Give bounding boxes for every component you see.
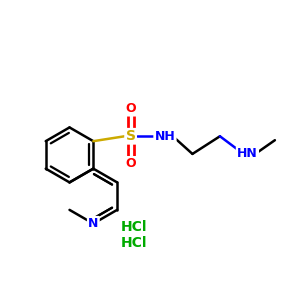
Text: NH: NH bbox=[154, 130, 175, 143]
Text: HCl: HCl bbox=[121, 220, 147, 234]
Text: O: O bbox=[125, 157, 136, 170]
Text: HN: HN bbox=[237, 147, 258, 161]
Text: S: S bbox=[126, 129, 136, 143]
Text: N: N bbox=[88, 217, 98, 230]
Text: HCl: HCl bbox=[121, 236, 147, 250]
Text: O: O bbox=[125, 102, 136, 115]
